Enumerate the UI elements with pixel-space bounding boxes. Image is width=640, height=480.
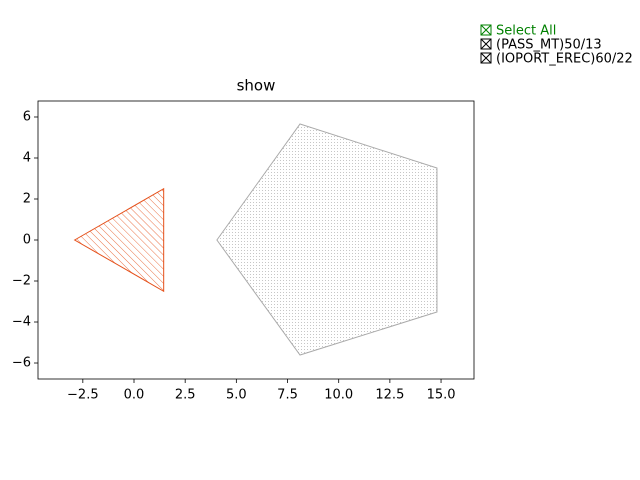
- check-buttons: Select All(PASS_MT)50/13(IOPORT_EREC)60/…: [480, 24, 633, 67]
- check-button[interactable]: (IOPORT_EREC)60/22: [480, 52, 633, 67]
- y-tick-label: 0: [23, 233, 31, 248]
- checkbox[interactable]: [480, 52, 492, 64]
- y-tick-label: −6: [12, 356, 31, 371]
- checkbox[interactable]: [480, 24, 492, 36]
- x-tick-label: 12.5: [375, 388, 404, 403]
- check-label: Select All: [496, 24, 556, 39]
- y-tick-label: 6: [23, 109, 31, 124]
- check-button[interactable]: Select All: [480, 24, 556, 39]
- x-tick-label: 7.5: [277, 388, 298, 403]
- x-tick-label: 0.0: [124, 388, 145, 403]
- check-button[interactable]: (PASS_MT)50/13: [480, 38, 602, 53]
- check-mark: [480, 24, 492, 36]
- x-tick-label: 2.5: [175, 388, 196, 403]
- chart-title: show: [237, 77, 276, 95]
- shape: [73, 187, 165, 293]
- y-tick-label: −4: [12, 315, 31, 330]
- check-mark: [480, 38, 492, 50]
- shape: [216, 123, 438, 356]
- x-tick-label: 15.0: [427, 388, 456, 403]
- check-mark: [480, 52, 492, 64]
- y-tick-label: 2: [23, 191, 31, 206]
- y-tick-label: −2: [12, 274, 31, 289]
- x-tick-label: −2.5: [67, 388, 99, 403]
- check-label: (PASS_MT)50/13: [496, 38, 602, 53]
- x-tick-label: 5.0: [226, 388, 247, 403]
- check-label: (IOPORT_EREC)60/22: [496, 52, 633, 67]
- y-tick-label: 4: [23, 150, 31, 165]
- x-tick-label: 10.0: [324, 388, 353, 403]
- checkbox[interactable]: [480, 38, 492, 50]
